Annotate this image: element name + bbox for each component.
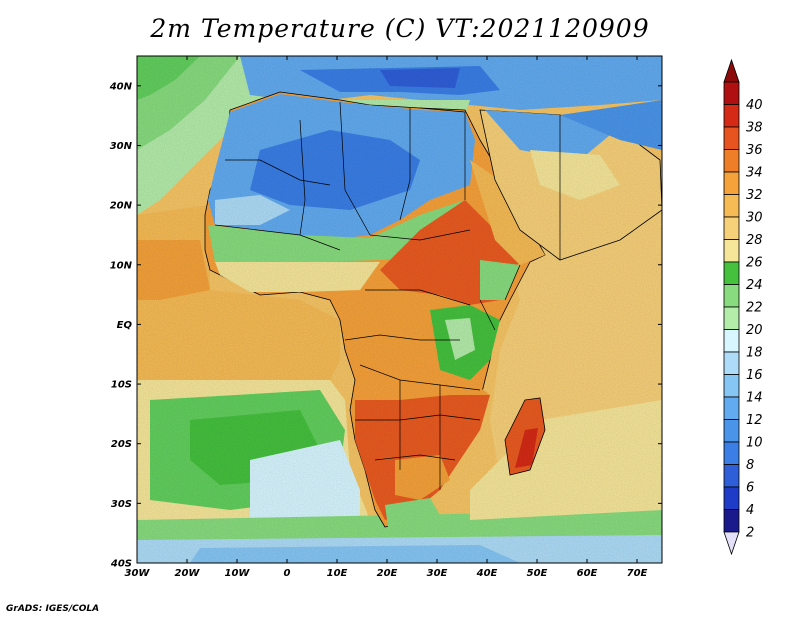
x-tick-label: 10E <box>327 568 348 579</box>
colorbar-swatch <box>723 329 740 353</box>
map-title: 2m Temperature (C) VT:2021120909 <box>150 14 650 43</box>
colorbar-swatch <box>723 374 740 398</box>
colorbar-swatch <box>723 239 740 263</box>
colorbar-swatch <box>723 509 740 533</box>
colorbar-over-triangle <box>723 58 740 83</box>
colorbar-swatch <box>723 194 740 218</box>
colorbar-swatch <box>723 261 740 285</box>
colorbar-label: 36 <box>746 143 763 158</box>
colorbar-label: 24 <box>746 278 763 293</box>
x-tick-label: 20W <box>175 568 201 579</box>
colorbar-label: 22 <box>746 301 763 316</box>
colorbar-label: 34 <box>746 166 763 181</box>
x-tick-label: 20E <box>377 568 398 579</box>
y-tick-label: EQ <box>117 320 133 331</box>
colorbar-label: 20 <box>746 323 763 338</box>
texture-overlay <box>137 56 662 563</box>
colorbar-swatch <box>723 126 740 150</box>
plot-frame <box>136 55 663 564</box>
colorbar-label: 40 <box>746 98 763 113</box>
credit-text: GrADS: IGES/COLA <box>6 604 100 614</box>
x-tick-label: 60E <box>577 568 598 579</box>
y-tick-label: 30S <box>111 499 132 510</box>
y-tick-label: 40N <box>109 81 133 92</box>
colorbar-label: 14 <box>746 391 763 406</box>
colorbar-label: 28 <box>746 233 763 248</box>
colorbar-swatch <box>723 306 740 330</box>
colorbar-label: 10 <box>746 436 763 451</box>
colorbar-label: 6 <box>746 481 754 496</box>
colorbar-swatch <box>723 81 740 105</box>
x-tick-label: 50E <box>527 568 548 579</box>
colorbar-under-triangle <box>723 531 740 556</box>
y-tick-label: 20N <box>110 201 133 212</box>
x-tick-label: 30E <box>427 568 448 579</box>
colorbar-swatch <box>723 216 740 240</box>
colorbar-swatch <box>723 419 740 443</box>
y-tick-label: 40S <box>110 559 132 570</box>
colorbar-label: 38 <box>746 121 763 136</box>
colorbar-swatch <box>723 486 740 510</box>
y-tick-label: 30N <box>110 141 133 152</box>
map-field <box>137 56 662 563</box>
colorbar-label: 2 <box>746 526 754 541</box>
y-tick-label: 20S <box>111 439 132 450</box>
x-tick-label: 40E <box>476 568 498 579</box>
colorbar-swatch <box>723 464 740 488</box>
colorbar-label: 30 <box>746 211 763 226</box>
y-tick-label: 10S <box>111 380 132 391</box>
colorbar-swatch <box>723 396 740 420</box>
colorbar-label: 32 <box>746 188 763 203</box>
colorbar-swatch <box>723 171 740 195</box>
colorbar-label: 18 <box>746 346 763 361</box>
y-tick-label: 10N <box>110 260 133 271</box>
axes: 30W 20W 10W 0 10E 20E 30E 40E 50E 60E 70E 40N 30N 20N… <box>109 56 662 579</box>
x-tick-label: 10W <box>225 568 251 579</box>
colorbar-swatch <box>723 149 740 173</box>
colorbar-swatch <box>723 441 740 465</box>
colorbar-label: 8 <box>746 458 754 473</box>
colorbar-label: 26 <box>746 256 763 271</box>
colorbar-swatch <box>723 104 740 128</box>
x-tick-label: 0 <box>284 568 291 579</box>
colorbar-swatch <box>723 284 740 308</box>
colorbar-swatch <box>723 351 740 375</box>
colorbar-label: 16 <box>746 368 763 383</box>
x-tick-label: 30W <box>125 568 151 579</box>
x-tick-label: 70E <box>627 568 648 579</box>
colorbar-label: 4 <box>746 503 754 518</box>
colorbar-label: 12 <box>746 413 763 428</box>
